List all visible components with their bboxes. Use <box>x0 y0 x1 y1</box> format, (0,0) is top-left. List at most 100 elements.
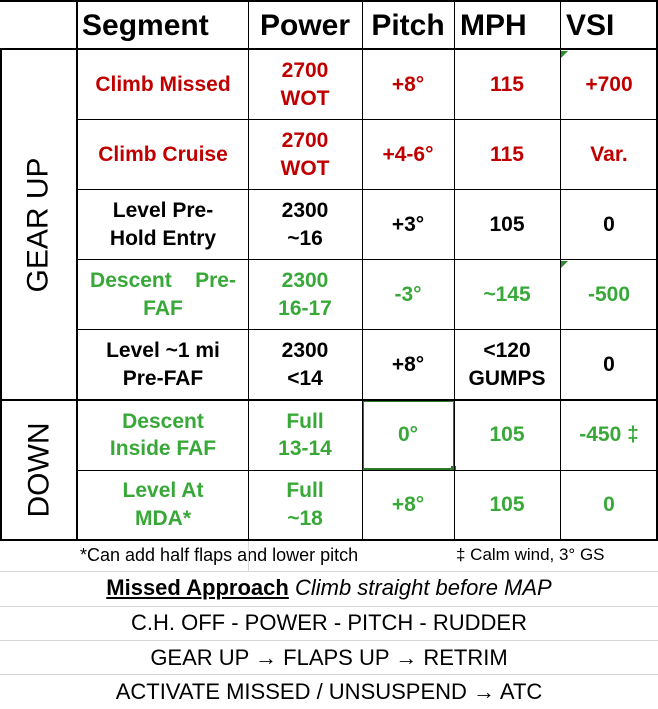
selection-handle[interactable] <box>451 466 456 471</box>
cell-mph-line: 105 <box>489 492 525 516</box>
missed-approach-subtitle: Climb straight before MAP <box>294 575 552 600</box>
note-wind: ‡ Calm wind, 3° GS <box>456 545 605 564</box>
cell-mph-line: 105 <box>489 212 525 236</box>
cell-power: 2700 WOT <box>248 50 362 119</box>
cell-power-line: 16-17 <box>278 296 332 320</box>
note-flaps: *Can add half flaps and lower pitch <box>80 545 359 565</box>
cell-mph: 105 <box>454 470 560 539</box>
cell-pitch-line: +3° <box>391 212 425 236</box>
cell-mph-line: ~145 <box>483 282 531 306</box>
cell-vsi: -500 <box>560 260 658 329</box>
cell-vsi: +700 <box>560 50 658 119</box>
missed-line-3: ACTIVATE MISSED / UNSUSPEND → ATC <box>115 679 543 704</box>
cell-segment-line: Descent <box>122 409 204 433</box>
cell-power: 2700 WOT <box>248 120 362 189</box>
cell-mph: 105 <box>454 190 560 259</box>
cell-segment-line: Pre-FAF <box>122 366 204 390</box>
header-segment: Segment <box>82 8 209 42</box>
cell-power-line: 2300 <box>281 199 329 223</box>
missed-approach-label: Missed Approach <box>106 575 289 600</box>
cell-power: 2300 16-17 <box>248 260 362 329</box>
cell-pitch-line: +4-6° <box>382 142 434 166</box>
cell-vsi: 0 <box>560 330 658 399</box>
missed-approach-title: Missed Approach Climb straight before MA… <box>0 575 658 601</box>
cell-mph-line: <120 <box>483 339 531 363</box>
cell-segment-line: Hold Entry <box>109 226 217 250</box>
cell-vsi-line: 0 <box>603 492 615 516</box>
cell-segment-line: Climb Missed <box>95 72 231 96</box>
missed-line-2: GEAR UP → FLAPS UP → RETRIM <box>150 645 508 670</box>
cell-pitch-line: 0° <box>397 423 419 447</box>
cell-pitch-line: +8° <box>391 492 425 516</box>
cell-mph-line: GUMPS <box>468 366 546 390</box>
cell-vsi: 0 <box>560 190 658 259</box>
cell-mph-line: 105 <box>489 423 525 447</box>
comment-indicator <box>561 51 568 58</box>
cell-segment-line: FAF <box>143 296 183 320</box>
cell-segment-line: MDA* <box>135 506 191 530</box>
group-gear-up: GEAR UP <box>22 157 55 293</box>
cell-pitch: +8° <box>362 470 454 539</box>
cell-segment: Level ~1 mi Pre-FAF <box>78 330 248 399</box>
cell-segment: Climb Cruise <box>78 120 248 189</box>
cell-power-line: <14 <box>287 366 323 390</box>
cell-pitch: +8° <box>362 50 454 119</box>
cell-segment-line: Level Pre- <box>112 199 214 223</box>
cell-mph-line: 115 <box>490 72 524 96</box>
cell-vsi: Var. <box>560 120 658 189</box>
cell-power-line: 2700 <box>281 59 329 83</box>
cell-power-line: WOT <box>280 156 330 180</box>
cell-vsi-line: Var. <box>590 142 628 166</box>
header-vsi: VSI <box>566 8 615 42</box>
cell-vsi: 0 <box>560 470 658 539</box>
cell-segment-line: Level At <box>122 479 204 503</box>
cell-vsi-line: 0 <box>603 352 615 376</box>
cell-pitch: +4-6° <box>362 120 454 189</box>
header-power: Power <box>259 8 351 42</box>
cell-power-line: Full <box>286 409 324 433</box>
missed-line-1: C.H. OFF - POWER - PITCH - RUDDER <box>131 610 527 635</box>
cell-power: 2300 ~16 <box>248 190 362 259</box>
cell-selection <box>362 400 455 470</box>
cell-segment-line: Inside FAF <box>109 437 217 460</box>
cell-power-line: 2300 <box>281 339 329 363</box>
cell-mph: 115 <box>454 50 560 119</box>
cell-segment: Level At MDA* <box>78 470 248 539</box>
cell-power: Full ~18 <box>248 470 362 539</box>
cell-power-line: ~18 <box>287 506 323 530</box>
header-pitch: Pitch <box>371 8 445 42</box>
cell-segment: Descent Pre- FAF <box>78 260 248 329</box>
cell-segment-line: Climb Cruise <box>98 142 228 166</box>
cell-power: Full 13-14 <box>248 400 362 470</box>
cell-mph: <120 GUMPS <box>454 330 560 399</box>
cell-vsi-line: -500 <box>587 282 631 306</box>
cell-segment: Climb Missed <box>78 50 248 119</box>
group-down: DOWN <box>22 422 56 518</box>
cell-vsi-line: 0 <box>603 212 615 236</box>
cell-mph: ~145 <box>454 260 560 329</box>
cell-power-line: 2300 <box>281 269 329 293</box>
cell-pitch-line: -3° <box>394 282 422 306</box>
header-mph: MPH <box>460 8 527 42</box>
comment-indicator <box>561 261 568 268</box>
cell-vsi: -450 ‡ <box>560 400 658 470</box>
cell-segment: Descent Inside FAF <box>78 400 248 470</box>
cell-segment-line: Level ~1 mi <box>106 339 220 363</box>
cell-power-line: Full <box>286 479 324 503</box>
cell-power-line: 2700 <box>281 129 329 153</box>
cell-pitch: +3° <box>362 190 454 259</box>
cell-pitch: -3° <box>362 260 454 329</box>
cell-mph: 105 <box>454 400 560 470</box>
cell-mph-line: 115 <box>490 142 524 166</box>
cell-power: 2300 <14 <box>248 330 362 399</box>
cell-segment-line: Descent Pre- <box>90 269 236 293</box>
cell-vsi-line: -450 ‡ <box>579 423 639 447</box>
cell-power-line: ~16 <box>287 226 323 250</box>
cell-pitch-line: +8° <box>391 72 425 96</box>
cell-power-line: WOT <box>280 86 330 110</box>
cell-pitch: 0° <box>362 400 454 470</box>
cell-power-line: 13-14 <box>278 437 332 460</box>
cell-pitch: +8° <box>362 330 454 399</box>
cell-mph: 115 <box>454 120 560 189</box>
cell-vsi-line: +700 <box>585 72 633 96</box>
